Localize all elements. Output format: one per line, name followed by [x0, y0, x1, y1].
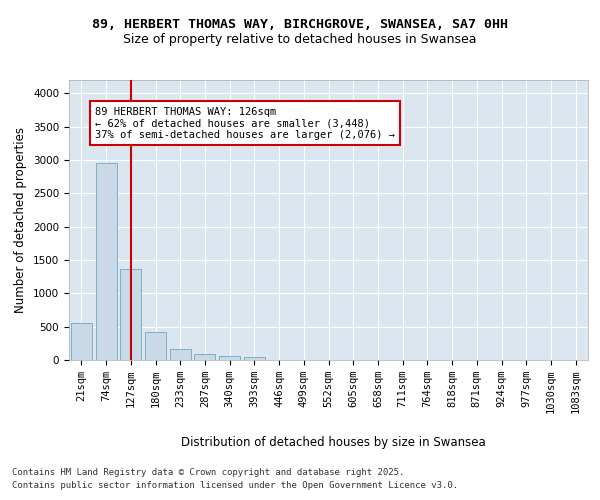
- Text: Contains HM Land Registry data © Crown copyright and database right 2025.: Contains HM Land Registry data © Crown c…: [12, 468, 404, 477]
- Y-axis label: Number of detached properties: Number of detached properties: [14, 127, 28, 313]
- Bar: [71, 324, 92, 360]
- Text: Distribution of detached houses by size in Swansea: Distribution of detached houses by size …: [181, 436, 485, 449]
- Bar: [95, 162, 116, 360]
- Bar: [170, 350, 191, 360]
- Bar: [219, 356, 240, 360]
- Text: 89, HERBERT THOMAS WAY, BIRCHGROVE, SWANSEA, SA7 0HH: 89, HERBERT THOMAS WAY, BIRCHGROVE, SWAN…: [92, 18, 508, 30]
- Bar: [244, 358, 265, 360]
- Text: Contains public sector information licensed under the Open Government Licence v3: Contains public sector information licen…: [12, 482, 458, 490]
- Text: Size of property relative to detached houses in Swansea: Size of property relative to detached ho…: [123, 32, 477, 46]
- Text: 89 HERBERT THOMAS WAY: 126sqm
← 62% of detached houses are smaller (3,448)
37% o: 89 HERBERT THOMAS WAY: 126sqm ← 62% of d…: [95, 106, 395, 140]
- Bar: [120, 270, 141, 360]
- Bar: [145, 332, 166, 360]
- Bar: [194, 354, 215, 360]
